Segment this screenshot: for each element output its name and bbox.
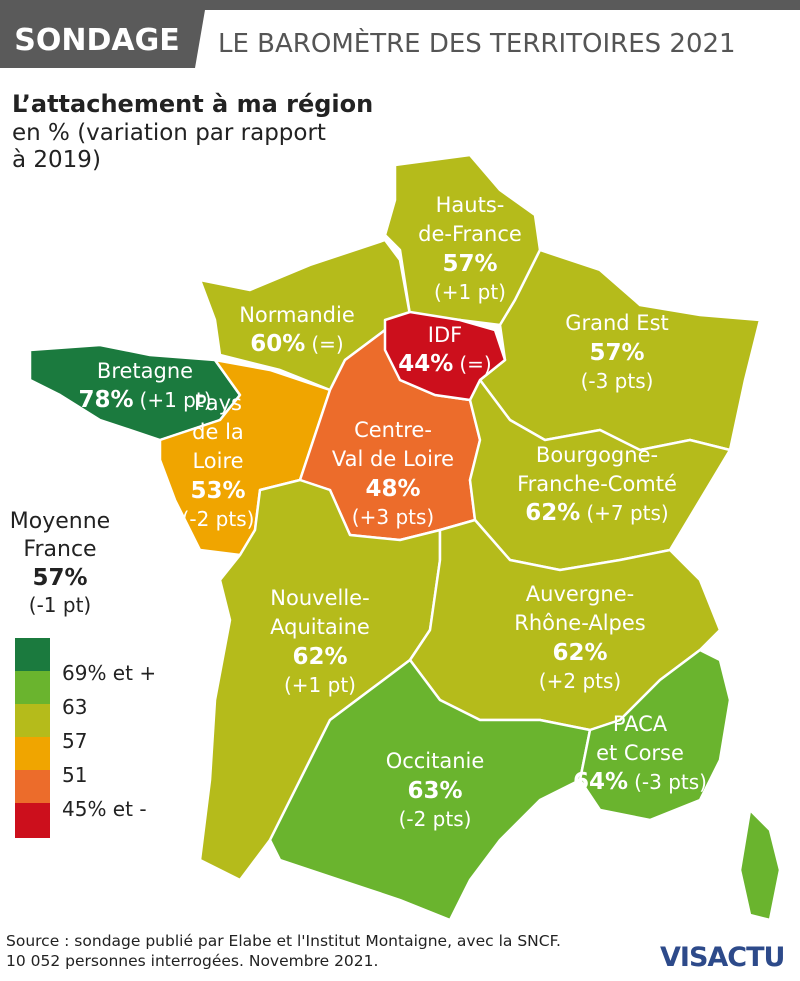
region-value: 60% bbox=[250, 331, 305, 357]
region-name: Normandie bbox=[239, 303, 355, 327]
region-name: Val de Loire bbox=[332, 447, 454, 471]
region-name: Grand Est bbox=[565, 311, 669, 335]
region-name: Franche-Comté bbox=[517, 472, 677, 496]
region-change: (+1 pt) bbox=[140, 388, 212, 412]
subtitle-line: à 2019) bbox=[12, 147, 101, 173]
average-change: (-1 pt) bbox=[29, 593, 91, 617]
region-change: (+1 pt) bbox=[284, 673, 356, 697]
region-name: de la bbox=[192, 420, 244, 444]
region-figures: 62% (+7 pts) bbox=[525, 500, 668, 526]
region-value: 62% bbox=[292, 644, 347, 670]
legend-swatch bbox=[15, 671, 50, 704]
header-tag-box bbox=[0, 10, 205, 68]
legend-swatch bbox=[15, 770, 50, 803]
region-name: et Corse bbox=[596, 741, 684, 765]
region-value: 64% bbox=[573, 769, 628, 795]
region-value: 63% bbox=[407, 778, 462, 804]
subtitle-line: L’attachement à ma région bbox=[12, 90, 373, 118]
region-name: Hauts- bbox=[436, 193, 505, 217]
region-change: (+2 pts) bbox=[539, 669, 621, 693]
region-change: (+3 pts) bbox=[352, 505, 434, 529]
legend-label: 69% et + bbox=[62, 661, 156, 685]
average-label: Moyenne bbox=[10, 509, 110, 534]
region-name: Nouvelle- bbox=[270, 586, 369, 610]
region-name: Bretagne bbox=[97, 359, 193, 383]
legend: 69% et + 63 57 51 45% et - bbox=[15, 638, 156, 838]
region-value: 57% bbox=[442, 251, 497, 277]
region-change: (=) bbox=[459, 352, 491, 376]
region-name: Bourgogne- bbox=[536, 443, 658, 467]
average-value: 57% bbox=[32, 565, 87, 591]
region-shape bbox=[578, 648, 732, 822]
map bbox=[28, 153, 782, 922]
header-title: LE BAROMÈTRE DES TERRITOIRES 2021 bbox=[218, 27, 736, 59]
region-change: (-3 pts) bbox=[634, 770, 707, 794]
region-name: Pays bbox=[194, 391, 242, 415]
legend-label: 45% et - bbox=[62, 797, 147, 821]
region-value: 53% bbox=[190, 478, 245, 504]
region-value: 78% bbox=[78, 387, 133, 413]
region-shape bbox=[383, 310, 507, 402]
region-change: (=) bbox=[311, 332, 343, 356]
region-figures: 78% (+1 pt) bbox=[78, 387, 211, 413]
region-value: 62% bbox=[552, 640, 607, 666]
legend-label: 63 bbox=[62, 695, 87, 719]
region-name: Auvergne- bbox=[526, 582, 634, 606]
region-figures: 44% (=) bbox=[398, 351, 491, 377]
region-name: PACA bbox=[613, 712, 668, 736]
header-tag: SONDAGE bbox=[14, 23, 179, 58]
region-value: 48% bbox=[365, 476, 420, 502]
legend-swatch bbox=[15, 737, 50, 770]
region-name: de-France bbox=[418, 222, 522, 246]
region-value: 44% bbox=[398, 351, 453, 377]
source-line: Source : sondage publié par Elabe et l'I… bbox=[6, 932, 561, 950]
region-name: Rhône-Alpes bbox=[514, 611, 646, 635]
legend-label: 51 bbox=[62, 763, 87, 787]
region-name: Centre- bbox=[354, 418, 432, 442]
region-value: 62% bbox=[525, 500, 580, 526]
region-change: (-2 pts) bbox=[399, 807, 472, 831]
region-figures: 60% (=) bbox=[250, 331, 343, 357]
average-label: France bbox=[23, 537, 96, 562]
legend-label: 57 bbox=[62, 729, 87, 753]
region-name: Occitanie bbox=[386, 749, 485, 773]
region-name: IDF bbox=[428, 323, 462, 347]
source-line: 10 052 personnes interrogées. Novembre 2… bbox=[6, 952, 378, 970]
region-figures: 64% (-3 pts) bbox=[573, 769, 707, 795]
region-name: Loire bbox=[192, 449, 243, 473]
legend-swatch bbox=[15, 638, 50, 671]
region-change: (+7 pts) bbox=[586, 501, 668, 525]
region-value: 57% bbox=[589, 340, 644, 366]
subtitle-line: en % (variation par rapport bbox=[12, 120, 326, 146]
header-strip bbox=[0, 0, 800, 10]
legend-swatch bbox=[15, 704, 50, 737]
region-change: (-2 pts) bbox=[182, 507, 255, 531]
region-name: Aquitaine bbox=[270, 615, 370, 639]
legend-swatch bbox=[15, 803, 50, 838]
region-change: (-3 pts) bbox=[581, 369, 654, 393]
region-change: (+1 pt) bbox=[434, 280, 506, 304]
region-shape bbox=[738, 808, 782, 922]
logo: VISACTU bbox=[660, 942, 784, 973]
